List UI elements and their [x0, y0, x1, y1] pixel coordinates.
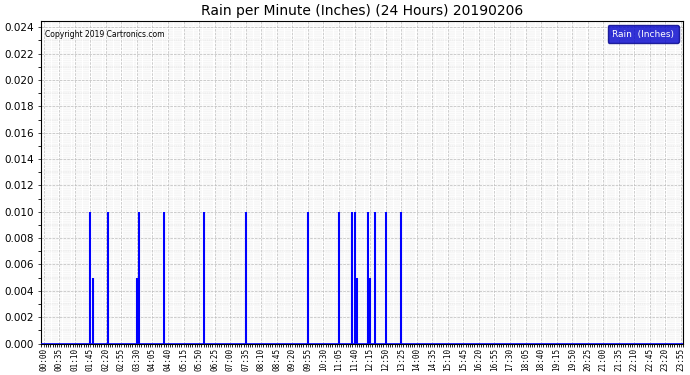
Legend: Rain  (Inches): Rain (Inches)	[608, 25, 679, 43]
Title: Rain per Minute (Inches) (24 Hours) 20190206: Rain per Minute (Inches) (24 Hours) 2019…	[201, 4, 524, 18]
Text: Copyright 2019 Cartronics.com: Copyright 2019 Cartronics.com	[45, 30, 164, 39]
